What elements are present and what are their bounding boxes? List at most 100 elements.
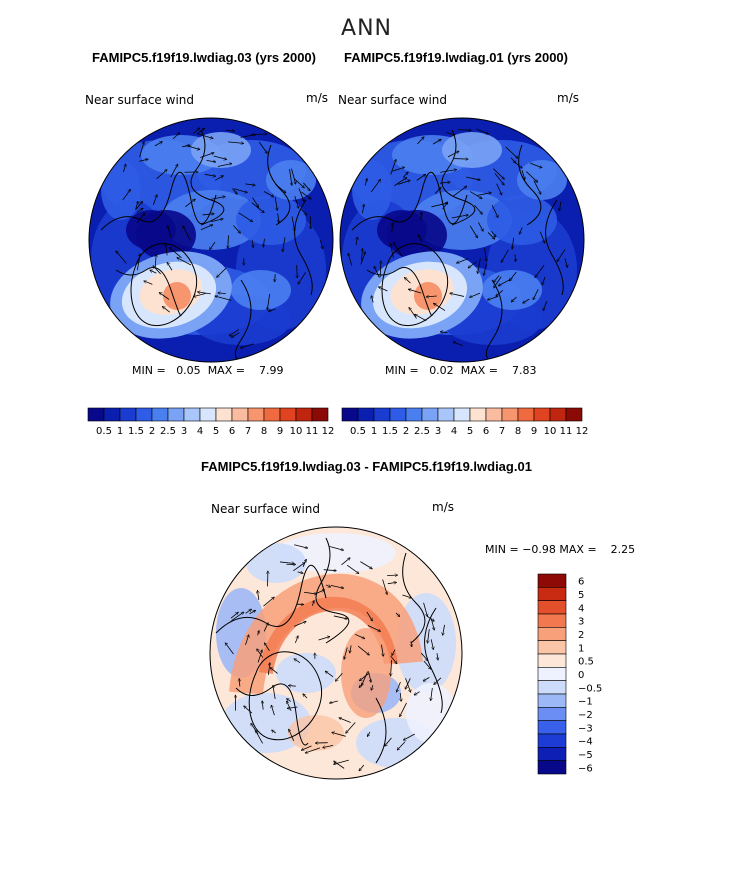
right-colorbar-cell <box>453 407 471 422</box>
left-colorbar-cell <box>199 407 217 422</box>
right-colorbar-tick-label: 1 <box>371 426 377 437</box>
left-colorbar-tick-label: 8 <box>261 426 267 437</box>
left-colorbar-cell <box>311 407 329 422</box>
left-colorbar-tick-label: 0.5 <box>96 426 112 437</box>
left-colorbar-tick-label: 3 <box>181 426 187 437</box>
right-colorbar-tick-label: 0.5 <box>350 426 366 437</box>
left-colorbar-cell <box>135 407 153 422</box>
diff-min-value: −0.98 <box>522 543 556 556</box>
left-colorbar-tick-label: 7 <box>245 426 251 437</box>
right-units-label: m/s <box>557 91 579 105</box>
diff-colorbar-cell <box>537 640 567 655</box>
diff-colorbar-cell <box>537 680 567 695</box>
diff-colorbar-cell <box>537 747 567 761</box>
left-colorbar-tick-label: 11 <box>306 426 319 437</box>
right-colorbar-cell <box>421 407 439 422</box>
right-colorbar-tick-label: 8 <box>515 426 521 437</box>
diff-colorbar-cell <box>537 707 567 721</box>
left-colorbar-cell <box>263 407 281 422</box>
diff-max-value: 2.25 <box>610 543 636 556</box>
diff-colorbar-cell <box>537 613 567 628</box>
left-colorbar-tick-label: 2 <box>149 426 155 437</box>
diff-colorbar-tick-label: −2 <box>578 710 593 721</box>
diff-colorbar-tick-label: −5 <box>578 750 593 761</box>
left-colorbar-tick-label: 10 <box>290 426 303 437</box>
left-colorbar-cell <box>103 407 121 422</box>
left-panel-title: FAMIPC5.f19f19.lwdiag.03 (yrs 2000) <box>92 50 316 65</box>
diff-minmax: MIN = −0.98 MAX = 2.25 <box>485 543 635 556</box>
left-max-value: 7.99 <box>258 364 284 377</box>
season-title: ANN <box>341 16 392 41</box>
left-colorbar-cell <box>247 407 265 422</box>
diff-map <box>210 527 462 779</box>
left-max-label: MAX = <box>207 364 245 377</box>
diff-colorbar-tick-label: 0 <box>578 670 584 681</box>
left-map <box>89 118 333 362</box>
right-max-value: 7.83 <box>511 364 537 377</box>
left-colorbar-cell <box>119 407 137 422</box>
left-colorbar-cell <box>279 407 297 422</box>
diff-colorbar-cell <box>537 653 567 668</box>
left-colorbar-tick-label: 1.5 <box>128 426 144 437</box>
diff-colorbar-tick-label: 6 <box>578 577 584 588</box>
diff-colorbar-tick-label: 1 <box>578 643 584 654</box>
right-colorbar-cell <box>389 407 407 422</box>
diff-colorbar-cell <box>537 720 567 735</box>
diff-map-border <box>209 526 463 780</box>
diff-colorbar-cell <box>537 587 567 601</box>
right-minmax: MIN = 0.02 MAX = 7.83 <box>385 364 536 377</box>
maps-layer <box>88 117 585 780</box>
diff-colorbar-tick-label: −6 <box>578 763 593 774</box>
left-colorbar-cell <box>167 407 185 422</box>
right-max-label: MAX = <box>460 364 498 377</box>
right-colorbar-tick-label: 2 <box>403 426 409 437</box>
left-colorbar-tick-label: 1 <box>117 426 123 437</box>
left-colorbar-cell <box>215 407 233 422</box>
right-colorbar-tick-label: 10 <box>544 426 557 437</box>
right-colorbar-tick-label: 6 <box>483 426 489 437</box>
right-colorbar-cell <box>517 407 535 422</box>
right-colorbar-tick-label: 7 <box>499 426 505 437</box>
right-colorbar-tick-label: 12 <box>576 426 589 437</box>
right-colorbar-cell <box>405 407 423 422</box>
left-colorbar-cell <box>295 407 313 422</box>
diff-colorbar-cell <box>537 627 567 641</box>
left-variable-label: Near surface wind <box>85 93 194 107</box>
left-map-border <box>88 117 334 363</box>
right-colorbar-tick-label: 11 <box>560 426 573 437</box>
right-colorbar-tick-label: 5 <box>467 426 473 437</box>
right-colorbar-cell <box>373 407 391 422</box>
diff-colorbar-cell <box>537 667 567 681</box>
colorbars-layer: 0.5 1 1.5 2 2.5 3 4 5 6 7 8 9 10 11 12 0.5 1 1.5 2 2.5 3 4 5 6 7… <box>87 407 602 775</box>
diff-colorbar-cell <box>537 600 567 615</box>
diff-max-label: MAX = <box>559 543 597 556</box>
diff-colorbar-cell <box>537 693 567 708</box>
left-units-label: m/s <box>306 91 328 105</box>
diff-colorbar-tick-label: −1 <box>578 697 593 708</box>
left-colorbar-tick-label: 4 <box>197 426 203 437</box>
right-colorbar-cell <box>357 407 375 422</box>
diff-panel-title: FAMIPC5.f19f19.lwdiag.03 - FAMIPC5.f19f1… <box>201 459 532 474</box>
left-colorbar-cell <box>183 407 201 422</box>
diff-colorbar-tick-label: 3 <box>578 617 584 628</box>
right-colorbar-cell <box>549 407 567 422</box>
diff-colorbar-cell <box>537 760 567 775</box>
left-minmax: MIN = 0.05 MAX = 7.99 <box>132 364 283 377</box>
right-colorbar-cell <box>501 407 519 422</box>
left-colorbar-tick-label: 2.5 <box>160 426 176 437</box>
right-map <box>340 118 584 362</box>
diff-min-label: MIN = <box>485 543 519 556</box>
diff-colorbar-cell <box>537 733 567 748</box>
diff-variable-label: Near surface wind <box>211 502 320 516</box>
left-colorbar-tick-label: 9 <box>277 426 283 437</box>
left-colorbar-cell <box>151 407 169 422</box>
right-colorbar-cell <box>565 407 583 422</box>
right-variable-label: Near surface wind <box>338 93 447 107</box>
diff-colorbar-cell <box>537 573 567 588</box>
right-map-border <box>339 117 585 363</box>
right-colorbar-tick-label: 9 <box>531 426 537 437</box>
left-colorbar-tick-label: 6 <box>229 426 235 437</box>
right-colorbar-tick-label: 2.5 <box>414 426 430 437</box>
diff-colorbar-tick-label: 4 <box>578 603 584 614</box>
